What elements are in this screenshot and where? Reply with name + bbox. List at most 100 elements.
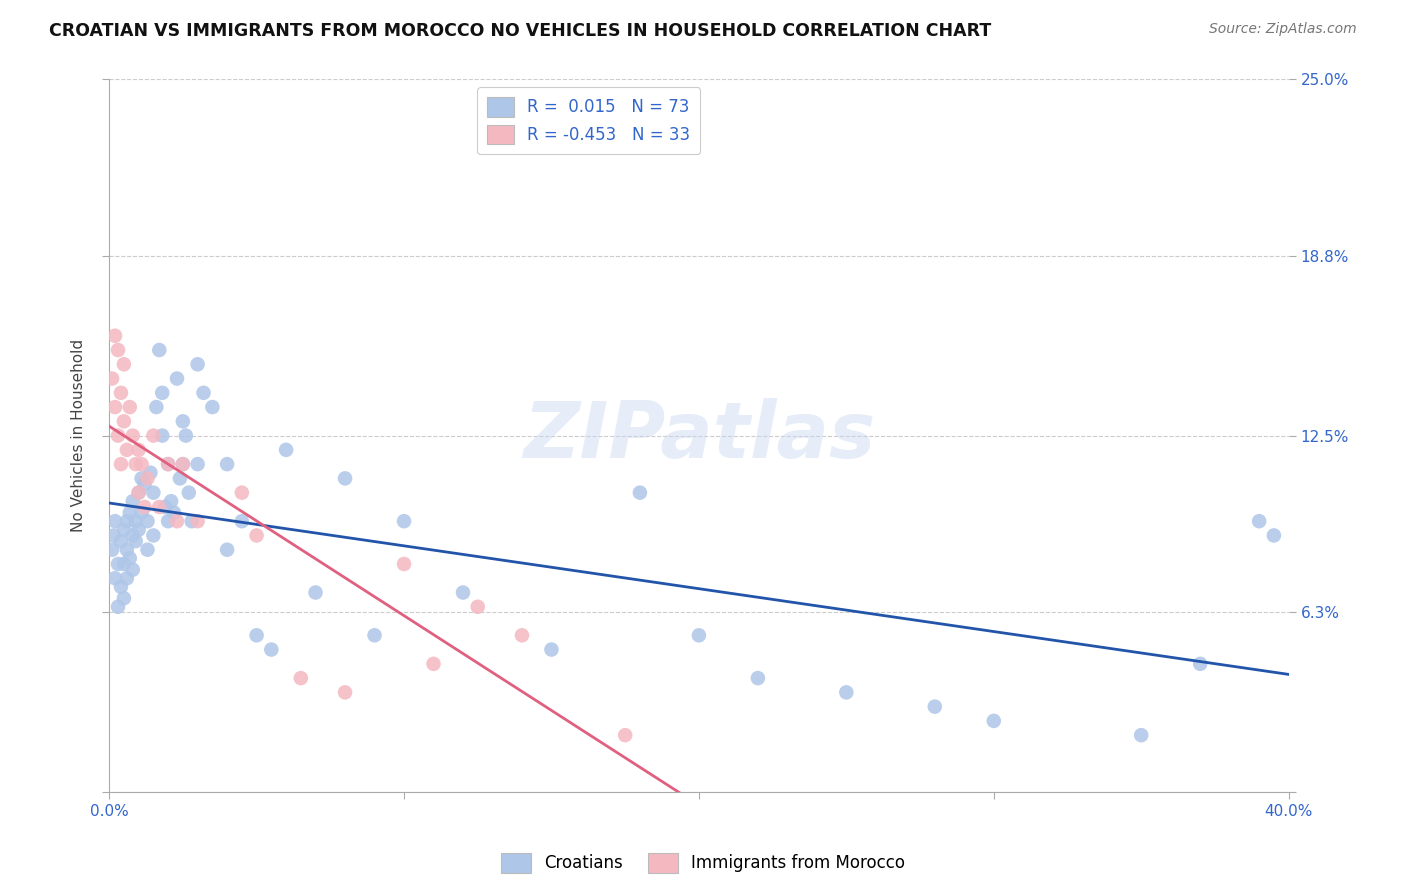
Point: [157, 457, 180, 471]
Point: [125, 514, 148, 528]
Point: [333, 471, 356, 485]
Point: [131, 506, 153, 520]
Point: [139, 466, 162, 480]
Point: [169, 471, 191, 485]
Point: [180, 514, 202, 528]
Point: [112, 414, 135, 428]
Point: [231, 485, 253, 500]
Point: [112, 557, 135, 571]
Point: [150, 385, 173, 400]
Point: [392, 514, 415, 528]
Point: [128, 485, 150, 500]
Point: [107, 557, 129, 571]
Point: [614, 728, 637, 742]
Point: [540, 642, 562, 657]
Point: [217, 542, 239, 557]
Point: [160, 494, 183, 508]
Text: Source: ZipAtlas.com: Source: ZipAtlas.com: [1209, 22, 1357, 37]
Point: [110, 580, 132, 594]
Point: [103, 528, 125, 542]
Legend: R =  0.015   N = 73, R = -0.453   N = 33: R = 0.015 N = 73, R = -0.453 N = 33: [477, 87, 700, 154]
Point: [136, 514, 159, 528]
Point: [128, 442, 150, 457]
Point: [628, 485, 651, 500]
Point: [104, 400, 127, 414]
Point: [118, 506, 141, 520]
Point: [125, 457, 148, 471]
Y-axis label: No Vehicles in Household: No Vehicles in Household: [72, 339, 86, 533]
Point: [110, 457, 132, 471]
Point: [153, 500, 176, 514]
Point: [1249, 514, 1271, 528]
Point: [747, 671, 769, 685]
Point: [128, 485, 150, 500]
Point: [128, 523, 150, 537]
Point: [118, 400, 141, 414]
Point: [107, 428, 129, 442]
Point: [172, 414, 194, 428]
Point: [142, 428, 165, 442]
Point: [231, 514, 253, 528]
Point: [121, 563, 143, 577]
Point: [187, 357, 209, 371]
Point: [260, 642, 283, 657]
Point: [112, 357, 135, 371]
Point: [136, 471, 159, 485]
Point: [112, 523, 135, 537]
Point: [148, 343, 170, 357]
Point: [187, 457, 209, 471]
Point: [157, 514, 180, 528]
Point: [136, 542, 159, 557]
Point: [150, 428, 173, 442]
Point: [131, 471, 153, 485]
Point: [115, 442, 138, 457]
Point: [115, 514, 138, 528]
Point: [121, 428, 143, 442]
Point: [333, 685, 356, 699]
Point: [422, 657, 444, 671]
Point: [172, 457, 194, 471]
Point: [142, 485, 165, 500]
Point: [131, 457, 153, 471]
Point: [217, 457, 239, 471]
Point: [125, 534, 148, 549]
Point: [107, 599, 129, 614]
Point: [145, 400, 167, 414]
Point: [101, 371, 124, 385]
Point: [451, 585, 474, 599]
Point: [983, 714, 1005, 728]
Point: [101, 542, 124, 557]
Point: [172, 457, 194, 471]
Point: [121, 528, 143, 542]
Point: [835, 685, 858, 699]
Point: [166, 371, 188, 385]
Point: [177, 485, 200, 500]
Point: [157, 457, 180, 471]
Point: [107, 343, 129, 357]
Point: [104, 514, 127, 528]
Point: [166, 514, 188, 528]
Point: [363, 628, 385, 642]
Point: [290, 671, 312, 685]
Point: [274, 442, 297, 457]
Point: [688, 628, 710, 642]
Point: [110, 385, 132, 400]
Point: [118, 551, 141, 566]
Point: [148, 500, 170, 514]
Point: [1130, 728, 1153, 742]
Point: [1189, 657, 1212, 671]
Point: [304, 585, 326, 599]
Point: [1263, 528, 1285, 542]
Point: [112, 591, 135, 606]
Point: [467, 599, 489, 614]
Point: [174, 428, 197, 442]
Point: [121, 494, 143, 508]
Point: [193, 385, 215, 400]
Point: [104, 328, 127, 343]
Text: ZIPatlas: ZIPatlas: [523, 398, 875, 474]
Point: [115, 571, 138, 585]
Point: [510, 628, 533, 642]
Point: [142, 528, 165, 542]
Point: [187, 514, 209, 528]
Point: [924, 699, 946, 714]
